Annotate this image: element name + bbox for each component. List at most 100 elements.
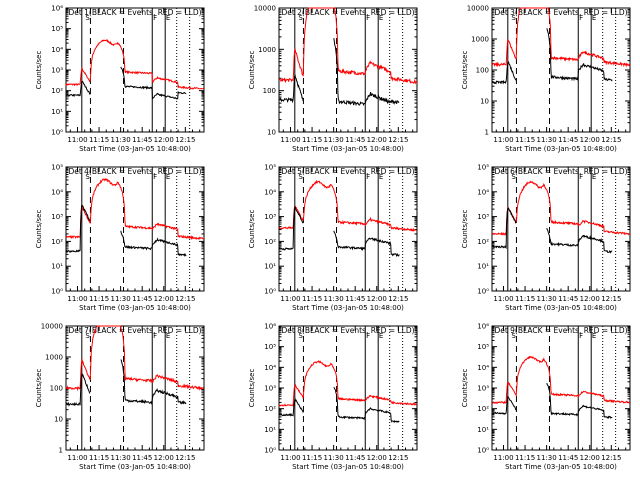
y-tick-label: 10¹: [51, 108, 63, 116]
panel-det-9: Det 9(BLACK = Events, RED = LLD) 10⁰ 10¹ 10…: [461, 323, 631, 471]
x-axis-label: Start Time (03-Jan-05 10:48:00): [505, 145, 617, 153]
y-tick-label: 10: [480, 98, 489, 106]
marker-letter: F: [579, 332, 583, 340]
x-tick-label: 11:00: [280, 136, 300, 144]
y-tick-label: 100: [476, 67, 489, 75]
x-tick-label: 12:15: [175, 454, 195, 462]
x-tick-label: 11:45: [345, 295, 365, 303]
series-events-line: [65, 204, 187, 257]
x-tick-label: 12:15: [388, 295, 408, 303]
x-tick-label: 11:45: [558, 454, 578, 462]
y-tick-label: 10³: [477, 385, 489, 393]
marker-letter: F: [153, 14, 157, 22]
x-tick-label: 12:15: [601, 295, 621, 303]
marker-letter: F: [366, 173, 370, 181]
plot-frame: [278, 7, 418, 133]
plot-frame: [491, 325, 631, 451]
x-axis-label: Start Time (03-Jan-05 10:48:00): [292, 145, 404, 153]
y-tick-label: 10³: [477, 213, 489, 221]
marker-letter: S: [298, 14, 303, 22]
y-tick-label: 10¹: [264, 263, 276, 271]
y-tick-label: 10000: [467, 5, 489, 13]
y-axis-label: Counts/sec: [35, 210, 43, 249]
y-axis-label: Counts/sec: [461, 210, 469, 249]
x-tick-label: 11:15: [515, 136, 535, 144]
marker-letter: F: [366, 332, 370, 340]
series-lld-line: [278, 7, 418, 85]
y-tick-label: 1: [485, 129, 489, 137]
x-tick-label: 11:45: [558, 136, 578, 144]
x-tick-label: 11:15: [89, 454, 109, 462]
x-tick-label: 12:00: [580, 295, 600, 303]
series-events-line: [491, 28, 613, 85]
y-tick-label: 10⁰: [264, 447, 276, 455]
y-tick-label: 10⁴: [264, 364, 276, 372]
x-tick-label: 11:30: [324, 136, 344, 144]
y-tick-label: 10⁵: [51, 164, 63, 172]
x-tick-label: 11:30: [111, 454, 131, 462]
y-tick-label: 10³: [51, 213, 63, 221]
panel-title: Det 6(BLACK = Events, RED = LLD): [494, 167, 627, 176]
x-tick-label: 12:15: [175, 136, 195, 144]
y-tick-label: 10²: [264, 238, 276, 246]
panel-det-3: Det 3(BLACK = Events, RED = LLD) 1 10 100 10…: [461, 5, 631, 153]
y-tick-label: 10⁰: [51, 288, 63, 296]
x-tick-label: 11:30: [537, 136, 557, 144]
marker-letter: F: [579, 173, 583, 181]
x-tick-label: 11:30: [111, 136, 131, 144]
x-tick-label: 11:15: [515, 295, 535, 303]
y-tick-label: 1000: [258, 46, 276, 54]
x-tick-label: 12:00: [580, 136, 600, 144]
x-tick-label: 12:00: [154, 295, 174, 303]
y-tick-label: 10: [54, 416, 63, 424]
plot-frame: [65, 7, 205, 133]
y-tick-label: 10⁵: [51, 25, 63, 33]
x-tick-label: 11:00: [67, 454, 87, 462]
y-tick-label: 1000: [471, 36, 489, 44]
y-tick-label: 1000: [45, 354, 63, 362]
y-axis-label: Counts/sec: [461, 369, 469, 408]
marker-letter: F: [153, 332, 157, 340]
x-tick-label: 11:30: [111, 295, 131, 303]
marker-letter: E: [166, 14, 170, 22]
y-tick-label: 10⁵: [264, 343, 276, 351]
y-tick-label: 10⁵: [477, 343, 489, 351]
y-tick-label: 10⁶: [264, 323, 276, 331]
y-tick-label: 10⁴: [264, 188, 276, 196]
marker-letter: E: [592, 14, 596, 22]
x-tick-label: 11:45: [345, 454, 365, 462]
y-tick-label: 10²: [264, 405, 276, 413]
x-tick-label: 11:00: [493, 295, 513, 303]
x-axis-label: Start Time (03-Jan-05 10:48:00): [292, 463, 404, 471]
x-tick-label: 12:15: [175, 295, 195, 303]
x-tick-label: 11:00: [280, 454, 300, 462]
series-lld-line: [491, 180, 631, 236]
marker-letter: E: [166, 173, 170, 181]
panel-det-4: Det 4(BLACK = Events, RED = LLD) 10⁰ 10¹ 10…: [35, 164, 205, 312]
x-tick-label: 11:15: [89, 295, 109, 303]
panel-det-8: Det 8(BLACK = Events, RED = LLD) 10⁰ 10¹ 10…: [248, 323, 418, 471]
x-tick-label: 11:30: [537, 454, 557, 462]
plot-frame: [65, 325, 205, 451]
x-tick-label: 11:15: [302, 136, 322, 144]
panel-title: Det 8(BLACK = Events, RED = LLD): [281, 326, 414, 335]
y-tick-label: 10000: [41, 323, 63, 331]
x-tick-label: 12:15: [601, 454, 621, 462]
y-tick-label: 10⁵: [264, 164, 276, 172]
x-tick-label: 11:00: [493, 136, 513, 144]
y-tick-label: 10: [267, 129, 276, 137]
marker-letter: S: [511, 173, 516, 181]
y-tick-label: 10⁰: [477, 288, 489, 296]
marker-letter: E: [592, 332, 596, 340]
x-tick-label: 11:30: [324, 454, 344, 462]
x-tick-label: 12:00: [367, 136, 387, 144]
panel-title: Det 2(BLACK = Events, RED = LLD): [281, 8, 414, 17]
y-axis-label: Counts/sec: [248, 51, 256, 90]
y-tick-label: 1: [59, 447, 63, 455]
panel-det-2: Det 2(BLACK = Events, RED = LLD) 10 100 100…: [248, 5, 418, 153]
y-tick-label: 10⁴: [51, 188, 63, 196]
y-tick-label: 10²: [51, 238, 63, 246]
x-tick-label: 11:15: [89, 136, 109, 144]
y-tick-label: 100: [263, 87, 276, 95]
marker-letter: S: [298, 332, 303, 340]
